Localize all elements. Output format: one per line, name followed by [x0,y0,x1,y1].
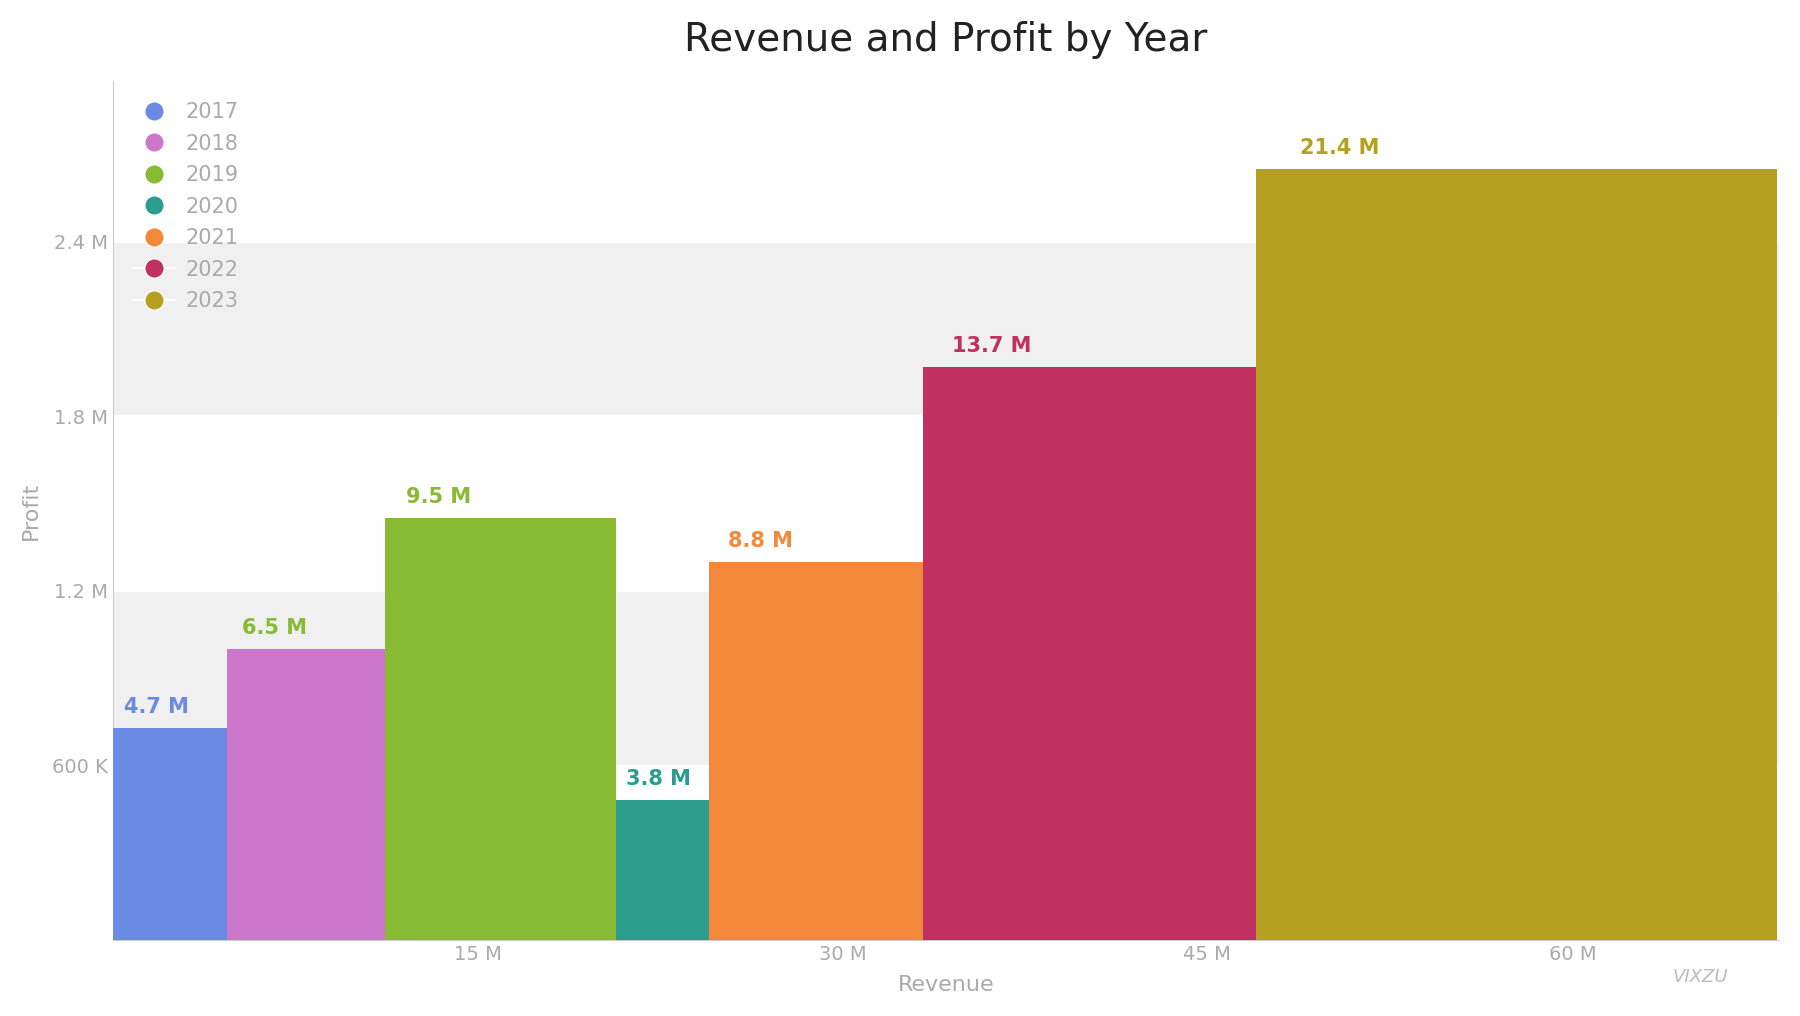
Bar [113,765,1778,940]
Bar [113,591,1778,765]
Bar [616,801,709,940]
Text: 3.8 M: 3.8 M [626,769,691,789]
Bar [227,649,385,940]
Text: 13.7 M: 13.7 M [952,335,1031,356]
Bar [385,518,616,940]
Bar [1256,169,1777,940]
Text: 9.5 M: 9.5 M [407,487,472,507]
Bar [113,242,1778,417]
Text: 8.8 M: 8.8 M [729,530,794,551]
Bar [923,367,1256,940]
Text: 6.5 M: 6.5 M [241,618,308,638]
Y-axis label: Profit: Profit [22,482,41,539]
Bar [113,727,227,940]
Text: 21.4 M: 21.4 M [1300,137,1379,157]
Title: Revenue and Profit by Year: Revenue and Profit by Year [684,21,1208,59]
X-axis label: Revenue: Revenue [898,975,994,995]
Text: 4.7 M: 4.7 M [124,697,189,716]
Bar [709,562,923,940]
Legend: 2017, 2018, 2019, 2020, 2021, 2022, 2023: 2017, 2018, 2019, 2020, 2021, 2022, 2023 [122,91,248,321]
Text: VIXZU: VIXZU [1672,967,1728,986]
Bar [113,81,1778,242]
Bar [113,417,1778,591]
